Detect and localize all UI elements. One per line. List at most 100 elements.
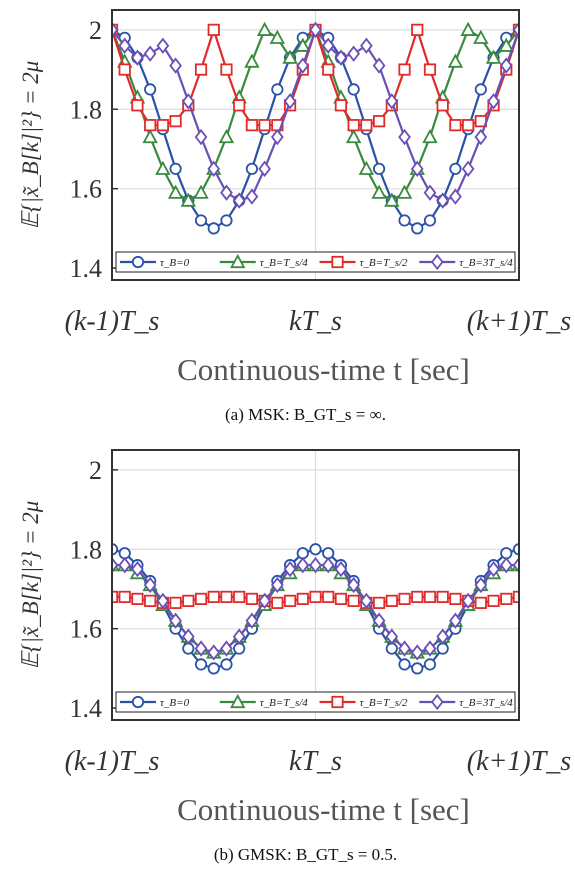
data-point bbox=[345, 128, 362, 144]
legend-marker-2 bbox=[331, 255, 344, 269]
data-point bbox=[207, 160, 221, 177]
data-point bbox=[220, 63, 233, 76]
data-point bbox=[169, 162, 182, 175]
data-point bbox=[118, 63, 131, 76]
data-point bbox=[411, 590, 424, 604]
data-point bbox=[423, 214, 437, 227]
data-point bbox=[181, 628, 195, 645]
data-point bbox=[144, 594, 157, 607]
y-tick-label: 1.8 bbox=[70, 535, 103, 564]
data-point bbox=[436, 99, 449, 112]
data-point bbox=[358, 160, 375, 175]
data-point bbox=[169, 596, 182, 609]
data-point bbox=[322, 63, 335, 76]
legend-marker-2 bbox=[331, 695, 344, 709]
data-point bbox=[220, 590, 233, 604]
data-point bbox=[461, 592, 475, 610]
data-point bbox=[155, 160, 171, 175]
data-point bbox=[156, 37, 170, 54]
legend-label-3: τ_B=3T_s/4 bbox=[459, 697, 513, 709]
y-tick-label: 1.6 bbox=[70, 175, 103, 204]
data-point bbox=[474, 576, 488, 594]
data-point bbox=[411, 662, 424, 675]
data-point bbox=[447, 53, 464, 68]
data-point bbox=[182, 642, 195, 655]
data-point bbox=[372, 596, 386, 609]
data-point bbox=[500, 592, 513, 605]
data-point bbox=[410, 644, 424, 661]
data-point bbox=[271, 576, 284, 594]
data-point bbox=[269, 29, 286, 44]
data-point bbox=[474, 596, 487, 609]
data-point bbox=[462, 119, 475, 132]
data-point bbox=[473, 29, 489, 44]
legend-marker-3 bbox=[430, 693, 444, 711]
data-point bbox=[144, 119, 157, 132]
data-point bbox=[207, 222, 220, 235]
data-point bbox=[498, 37, 514, 52]
data-point bbox=[245, 162, 259, 175]
data-point bbox=[398, 128, 411, 146]
data-point bbox=[384, 192, 400, 207]
data-point bbox=[500, 547, 513, 560]
data-point bbox=[449, 188, 462, 205]
data-point bbox=[180, 192, 197, 207]
data-point bbox=[245, 592, 259, 605]
data-point bbox=[321, 556, 335, 574]
data-point bbox=[233, 99, 246, 112]
data-point bbox=[207, 23, 220, 36]
data-point bbox=[385, 594, 398, 607]
data-point bbox=[309, 590, 322, 604]
data-point bbox=[449, 119, 462, 132]
data-point bbox=[436, 590, 449, 604]
data-point bbox=[194, 640, 208, 657]
data-point bbox=[485, 49, 502, 64]
data-point bbox=[372, 162, 386, 175]
data-point bbox=[309, 556, 322, 574]
legend-marker-1 bbox=[230, 693, 246, 709]
data-point bbox=[220, 184, 233, 201]
data-point bbox=[232, 628, 246, 645]
data-point bbox=[169, 57, 182, 74]
data-point bbox=[144, 83, 157, 96]
data-point bbox=[322, 590, 335, 604]
data-point bbox=[398, 592, 411, 605]
data-point bbox=[398, 640, 411, 657]
y-tick-label: 1.6 bbox=[70, 615, 103, 644]
data-point bbox=[182, 594, 195, 607]
data-point bbox=[220, 214, 233, 227]
data-point bbox=[309, 21, 322, 39]
legend: τ_B=0 τ_B=T_s/4 τ_B=T_s/2 τ_B=3T_s/4 bbox=[115, 691, 516, 713]
legend-box bbox=[115, 251, 516, 273]
data-point bbox=[194, 63, 208, 76]
data-point bbox=[118, 556, 132, 574]
chart-panel-a: 1.4 1.6 1.8 2 (k-1)T_s kT_s (k+1)T_s Continuous… bbox=[18, 9, 572, 424]
data-point bbox=[372, 612, 386, 629]
data-point bbox=[194, 658, 208, 671]
x-tick-label: (k+1)T_s bbox=[467, 306, 572, 337]
data-point bbox=[193, 184, 209, 199]
data-point bbox=[220, 658, 233, 671]
data-point bbox=[396, 184, 413, 199]
data-point bbox=[423, 63, 437, 76]
legend-label-2: τ_B=T_s/2 bbox=[360, 257, 409, 269]
data-point bbox=[334, 99, 348, 112]
data-point bbox=[218, 128, 235, 144]
data-point bbox=[449, 592, 462, 605]
data-point bbox=[271, 596, 284, 609]
data-point bbox=[423, 590, 437, 604]
x-tick-label: (k-1)T_s bbox=[65, 746, 160, 777]
data-point bbox=[167, 184, 184, 199]
data-point bbox=[321, 37, 335, 54]
data-point bbox=[194, 128, 208, 146]
legend-label-1: τ_B=T_s/4 bbox=[260, 257, 309, 269]
data-point bbox=[436, 192, 450, 209]
data-point bbox=[372, 57, 386, 74]
x-axis-label: Continuous-time t [sec] bbox=[177, 352, 470, 387]
data-point bbox=[131, 99, 144, 112]
data-point bbox=[512, 21, 519, 39]
data-point bbox=[283, 560, 297, 578]
data-point bbox=[422, 128, 438, 144]
data-point bbox=[207, 644, 221, 661]
data-point bbox=[322, 547, 335, 560]
